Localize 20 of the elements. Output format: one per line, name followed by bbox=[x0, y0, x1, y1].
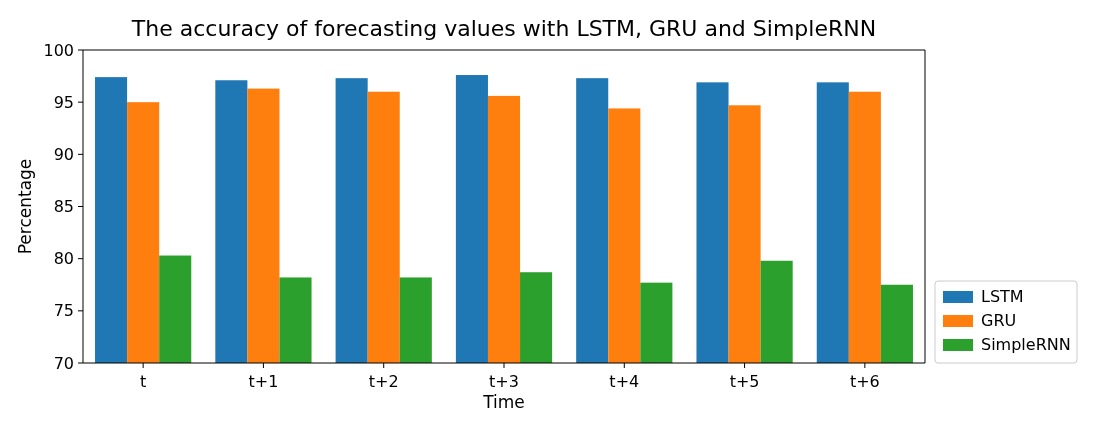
y-tick-label: 90 bbox=[53, 144, 74, 164]
x-tick-label: t+3 bbox=[489, 372, 519, 391]
legend-label: LSTM bbox=[981, 287, 1024, 306]
legend-label: GRU bbox=[981, 311, 1017, 330]
y-axis-title: Percentage bbox=[15, 158, 35, 255]
y-tick-label: 100 bbox=[43, 40, 74, 60]
x-tick-label: t+2 bbox=[368, 372, 399, 391]
x-axis-title: Time bbox=[482, 392, 525, 412]
x-tick-label: t bbox=[140, 372, 147, 391]
legend-label: SimpleRNN bbox=[981, 335, 1071, 354]
x-tick-label: t+1 bbox=[248, 372, 279, 391]
y-tick-label: 70 bbox=[53, 353, 74, 373]
y-tick-label: 85 bbox=[53, 197, 74, 217]
y-tick-label: 80 bbox=[53, 249, 74, 269]
x-tick-label: t+4 bbox=[609, 372, 640, 391]
y-tick-label: 95 bbox=[53, 92, 74, 112]
chart-title: The accuracy of forecasting values with LSTM, GRU and SimpleRNN bbox=[130, 16, 877, 41]
x-tick-label: t+6 bbox=[849, 372, 880, 391]
y-tick-label: 75 bbox=[53, 301, 74, 321]
x-tick-label: t+5 bbox=[729, 372, 760, 391]
